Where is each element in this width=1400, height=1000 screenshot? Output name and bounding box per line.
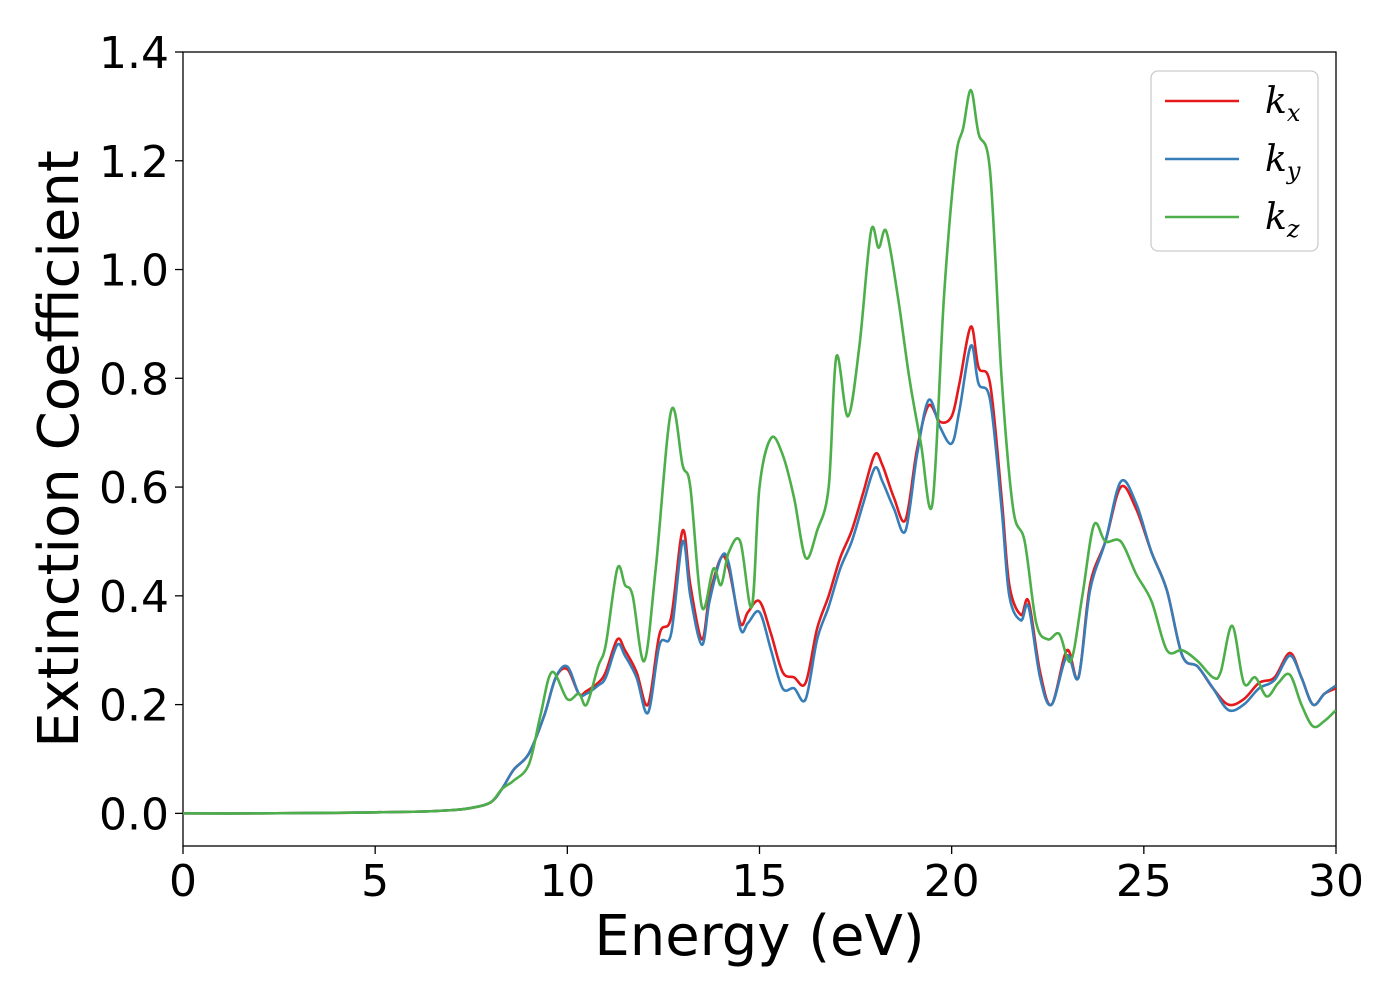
x-tick-label: 10 [539,856,595,907]
x-axis: 0 5 10 15 20 25 30 [169,846,1364,907]
y-axis: 0.0 0.2 0.4 0.6 0.8 1.0 1.2 1.4 [99,28,183,840]
series-line-kx [183,325,1336,815]
y-tick-label: 1.0 [99,246,169,297]
x-axis-label: Energy (eV) [594,904,924,969]
series-line-kz [183,88,1336,815]
y-tick-label: 0.6 [99,463,169,514]
x-tick-label: 30 [1308,856,1364,907]
x-tick-label: 5 [361,856,389,907]
x-tick-label: 25 [1116,856,1172,907]
legend-frame [1150,70,1319,252]
x-tick-label: 15 [732,856,788,907]
y-tick-label: 0.2 [99,681,169,732]
y-tick-label: 0.8 [99,354,169,405]
legend-label-kz: kz [1265,197,1300,243]
x-tick-label: 20 [924,856,980,907]
series-layer [183,88,1336,815]
y-tick-label: 0.4 [99,572,169,623]
y-tick-label: 1.2 [99,137,169,188]
series-line-ky [183,344,1336,815]
legend: kx ky kz [1150,70,1319,252]
y-axis-label: Extinction Coefficient [27,150,92,748]
y-tick-label: 1.4 [99,28,169,79]
legend-label-kx: kx [1265,81,1301,127]
legend-label-ky: ky [1265,139,1301,185]
x-tick-label: 0 [169,856,197,907]
y-tick-label: 0.0 [99,789,169,840]
